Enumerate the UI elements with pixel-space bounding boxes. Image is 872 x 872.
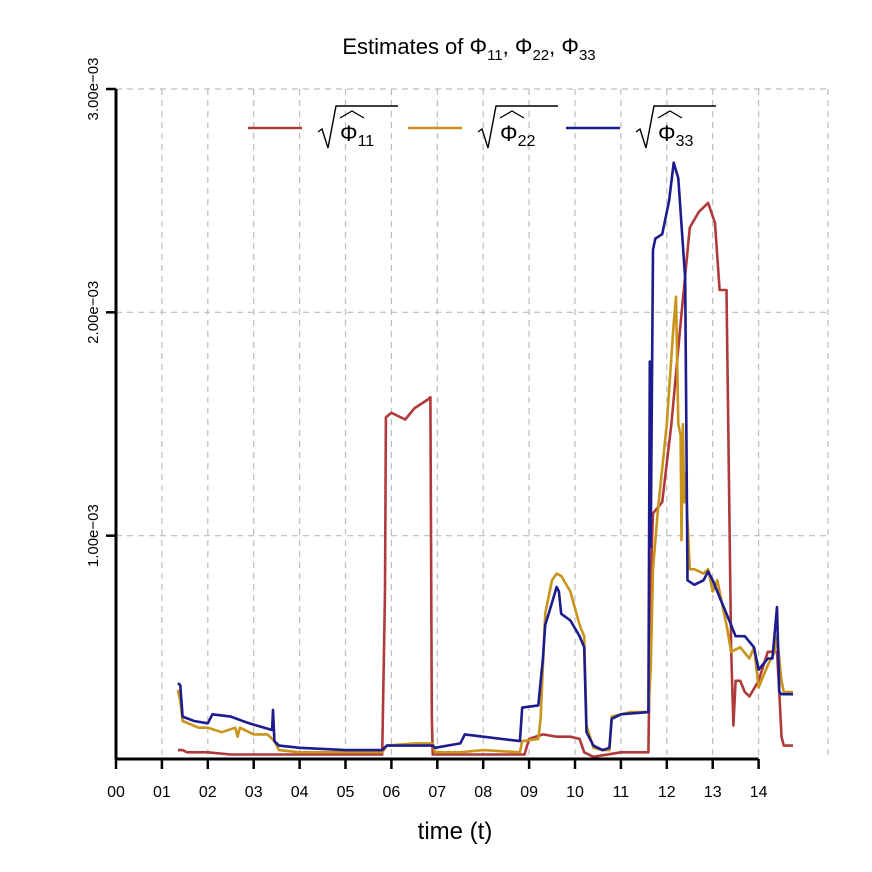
hat-mark — [339, 110, 365, 119]
x-tick-label: 06 — [383, 784, 401, 801]
radical-sign — [635, 105, 716, 149]
series-line — [176, 295, 793, 754]
radical-sign — [317, 105, 398, 149]
x-tick-label: 05 — [337, 784, 355, 801]
series-line — [178, 201, 793, 759]
x-tick-label: 10 — [566, 784, 584, 801]
radical-sign — [477, 105, 558, 149]
legend-label: Φ11 — [340, 121, 374, 150]
x-tick-label: 04 — [291, 784, 309, 801]
x-tick-label: 12 — [658, 784, 676, 801]
x-tick-label: 07 — [428, 784, 446, 801]
legend: Φ11 Φ22 Φ33 — [248, 105, 716, 150]
axes: 00 01 02 03 04 05 06 07 08 09 10 11 12 13 14 1.00e−03 2.… — [85, 58, 768, 801]
x-tick-label: 09 — [520, 784, 538, 801]
series-line — [177, 161, 793, 752]
hat-mark — [657, 110, 683, 119]
x-tick-label: 00 — [107, 784, 125, 801]
x-tick-label: 03 — [245, 784, 263, 801]
x-axis-label: time (t) — [418, 818, 493, 845]
y-tick-label: 2.00e−03 — [85, 281, 102, 344]
x-tick-label: 13 — [704, 784, 722, 801]
legend-item: Φ22 — [477, 105, 558, 150]
x-tick-label: 14 — [750, 784, 768, 801]
legend-item: Φ33 — [635, 105, 716, 150]
y-tick-label: 1.00e−03 — [85, 504, 102, 567]
legend-label: Φ22 — [500, 121, 535, 150]
x-tick-label: 08 — [474, 784, 492, 801]
hat-mark — [499, 110, 525, 119]
legend-item: Φ11 — [317, 105, 398, 150]
x-tick-label: 02 — [199, 784, 217, 801]
x-tick-label: 01 — [153, 784, 171, 801]
grid-lines — [116, 88, 829, 759]
series-lines — [176, 161, 793, 759]
y-tick-label: 3.00e−03 — [85, 58, 102, 121]
x-tick-label: 11 — [613, 784, 630, 801]
chart-title: Estimates of Φ11, Φ22, Φ33 — [342, 34, 595, 64]
legend-label: Φ33 — [658, 121, 693, 150]
